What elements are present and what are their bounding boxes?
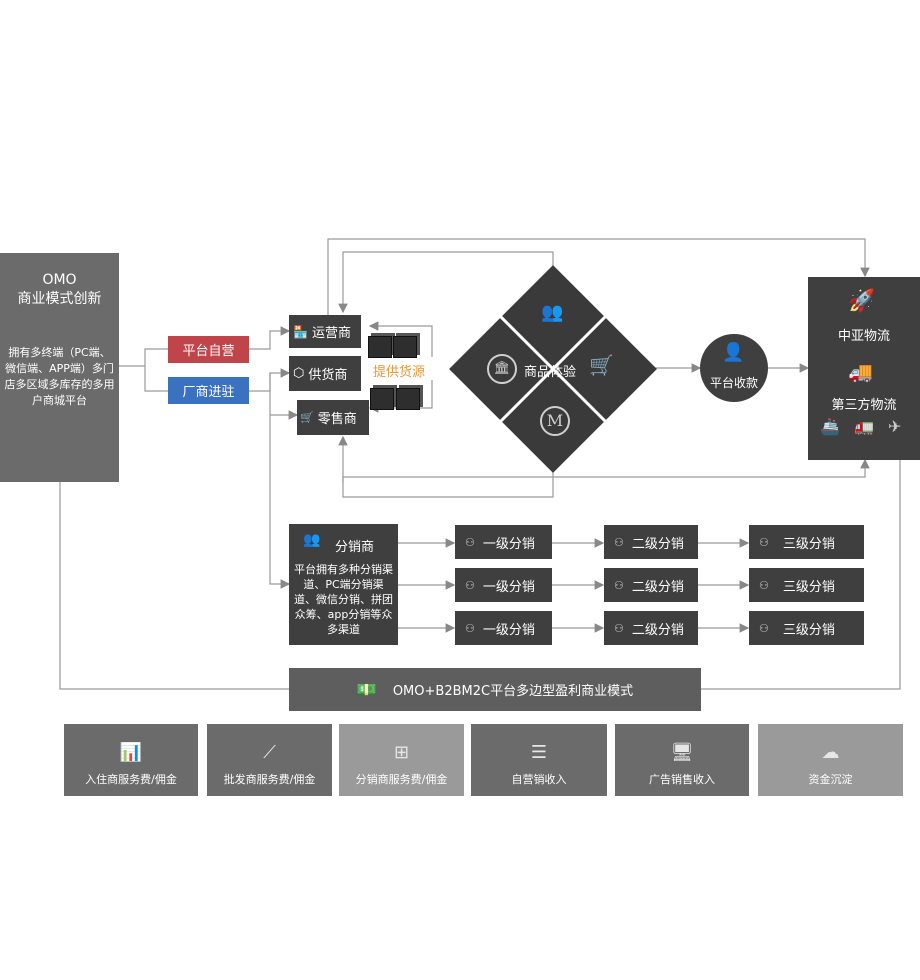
level1-box: ⚇ 一级分销: [455, 525, 552, 559]
goods-cube-icon: [396, 388, 420, 410]
revenue-tile: ⊞ 分销商服务费/佣金: [339, 724, 464, 796]
network-icon: ⟋: [263, 742, 276, 763]
distributor-title: 分销商: [335, 540, 375, 555]
org-people-icon: 👥: [303, 532, 321, 548]
level1-box: ⚇ 一级分销: [455, 611, 552, 645]
distributor-description: 平台拥有多种分销渠道、PC端分销渠道、微信分销、拼团众筹、app分销等众多渠道: [294, 563, 393, 636]
org-icon: ⚇: [614, 535, 624, 549]
supply-label: 提供货源: [373, 365, 426, 380]
supplier-box[interactable]: ⬡ 供货商: [289, 356, 361, 391]
platform-collect-node: 👤 平台收款: [700, 334, 768, 402]
people-icon: 👥: [541, 302, 564, 323]
level3-box: ⚇ 三级分销: [749, 568, 864, 602]
org-icon: ⚇: [465, 621, 475, 635]
level-label: 三级分销: [782, 622, 835, 638]
goods-cube-icon: [393, 336, 417, 358]
level-label: 三级分销: [782, 536, 835, 552]
org-icon: ⚇: [465, 535, 475, 549]
goods-cube-icon: [368, 336, 392, 358]
rocket-icon: 🚀: [848, 289, 876, 314]
revenue-tile: 📊 入住商服务费/佣金: [64, 724, 198, 796]
cloud-icon: ☁: [821, 742, 840, 763]
bank-icon: 🏛: [487, 354, 517, 384]
org-icon: ⚇: [614, 621, 624, 635]
level2-box: ⚇ 二级分销: [604, 525, 698, 559]
omo-title: OMO: [42, 272, 77, 288]
level-label: 一级分销: [482, 536, 535, 552]
platform-self-button[interactable]: 平台自营: [168, 336, 249, 363]
chart-clock-icon: 📊: [119, 742, 143, 763]
monitor-icon: 🖥: [670, 742, 694, 763]
store-icon: 🏪: [293, 324, 308, 339]
third-party-logistics-label: 第三方物流: [831, 398, 897, 413]
manufacturer-button[interactable]: 厂商进驻: [168, 377, 249, 404]
revenue-tile: ⟋ 批发商服务费/佣金: [207, 724, 332, 796]
org-icon: ⚇: [759, 578, 769, 592]
operator-box[interactable]: 🏪 运营商: [289, 315, 361, 348]
level-label: 二级分销: [631, 622, 684, 638]
level3-box: ⚇ 三级分销: [749, 611, 864, 645]
truck-icon: 🚚: [848, 360, 873, 384]
ship-icon: 🚢: [820, 417, 840, 436]
revenue-label: 广告销售收入: [649, 773, 715, 786]
level3-box: ⚇ 三级分销: [749, 525, 864, 559]
business-model-title: OMO+B2BM2C平台多边型盈利商业模式: [392, 684, 634, 699]
shopping-cart-icon: 🛒: [589, 353, 614, 377]
revenue-label: 资金沉淀: [808, 773, 853, 786]
revenue-tile: 🖥 广告销售收入: [615, 724, 749, 796]
omo-description: 拥有多终端（PC端、微信端、APP端）多门店多区域多库存的多用户商城平台: [4, 346, 115, 407]
experience-label: 商品体验: [524, 365, 577, 380]
level-label: 二级分销: [631, 579, 684, 595]
operator-label: 运营商: [311, 326, 351, 341]
level1-box: ⚇ 一级分销: [455, 568, 552, 602]
money-person-icon: 👤: [722, 342, 745, 363]
list-icon: ☰: [530, 742, 548, 763]
revenue-label: 批发商服务费/佣金: [223, 773, 316, 786]
omo-panel: OMO 商业模式创新 拥有多终端（PC端、微信端、APP端）多门店多区域多库存的…: [0, 253, 119, 482]
collect-label: 平台收款: [709, 376, 758, 390]
revenue-tile: ☁ 资金沉淀: [758, 724, 903, 796]
logistics-panel: 🚀 中亚物流 🚚 第三方物流 🚢 🚛 ✈: [808, 277, 920, 460]
m-logo-icon: M: [540, 406, 570, 436]
org-icon: ⚇: [759, 621, 769, 635]
omo-subtitle: 商业模式创新: [17, 291, 102, 307]
level-label: 二级分销: [631, 536, 684, 552]
level-label: 一级分销: [482, 622, 535, 638]
supplier-label: 供货商: [308, 368, 348, 383]
delivery-truck-icon: 🚛: [854, 417, 874, 436]
revenue-label: 入住商服务费/佣金: [85, 773, 177, 786]
zhongya-logistics-label: 中亚物流: [837, 329, 890, 344]
level2-box: ⚇ 二级分销: [604, 611, 698, 645]
org-chart-icon: ⊞: [393, 742, 410, 763]
retailer-box[interactable]: 🛒 零售商: [297, 400, 369, 435]
level-label: 三级分销: [782, 579, 835, 595]
retailer-label: 零售商: [317, 412, 357, 427]
level-label: 一级分销: [482, 579, 535, 595]
level2-box: ⚇ 二级分销: [604, 568, 698, 602]
org-icon: ⚇: [465, 578, 475, 592]
plane-icon: ✈: [888, 417, 902, 436]
cart-icon: 🛒: [300, 411, 314, 424]
hand-money-icon: 💵: [356, 680, 377, 699]
box-icon: ⬡: [293, 366, 305, 381]
revenue-label: 分销商服务费/佣金: [355, 773, 448, 786]
org-icon: ⚇: [614, 578, 624, 592]
goods-cube-icon: [370, 388, 394, 410]
revenue-label: 自营销收入: [511, 773, 567, 786]
business-model-bar: 💵 OMO+B2BM2C平台多边型盈利商业模式: [289, 668, 701, 711]
revenue-tile: ☰ 自营销收入: [471, 724, 607, 796]
distributor-panel: 👥 分销商 平台拥有多种分销渠道、PC端分销渠道、微信分销、拼团众筹、app分销…: [289, 524, 398, 645]
org-icon: ⚇: [759, 535, 769, 549]
